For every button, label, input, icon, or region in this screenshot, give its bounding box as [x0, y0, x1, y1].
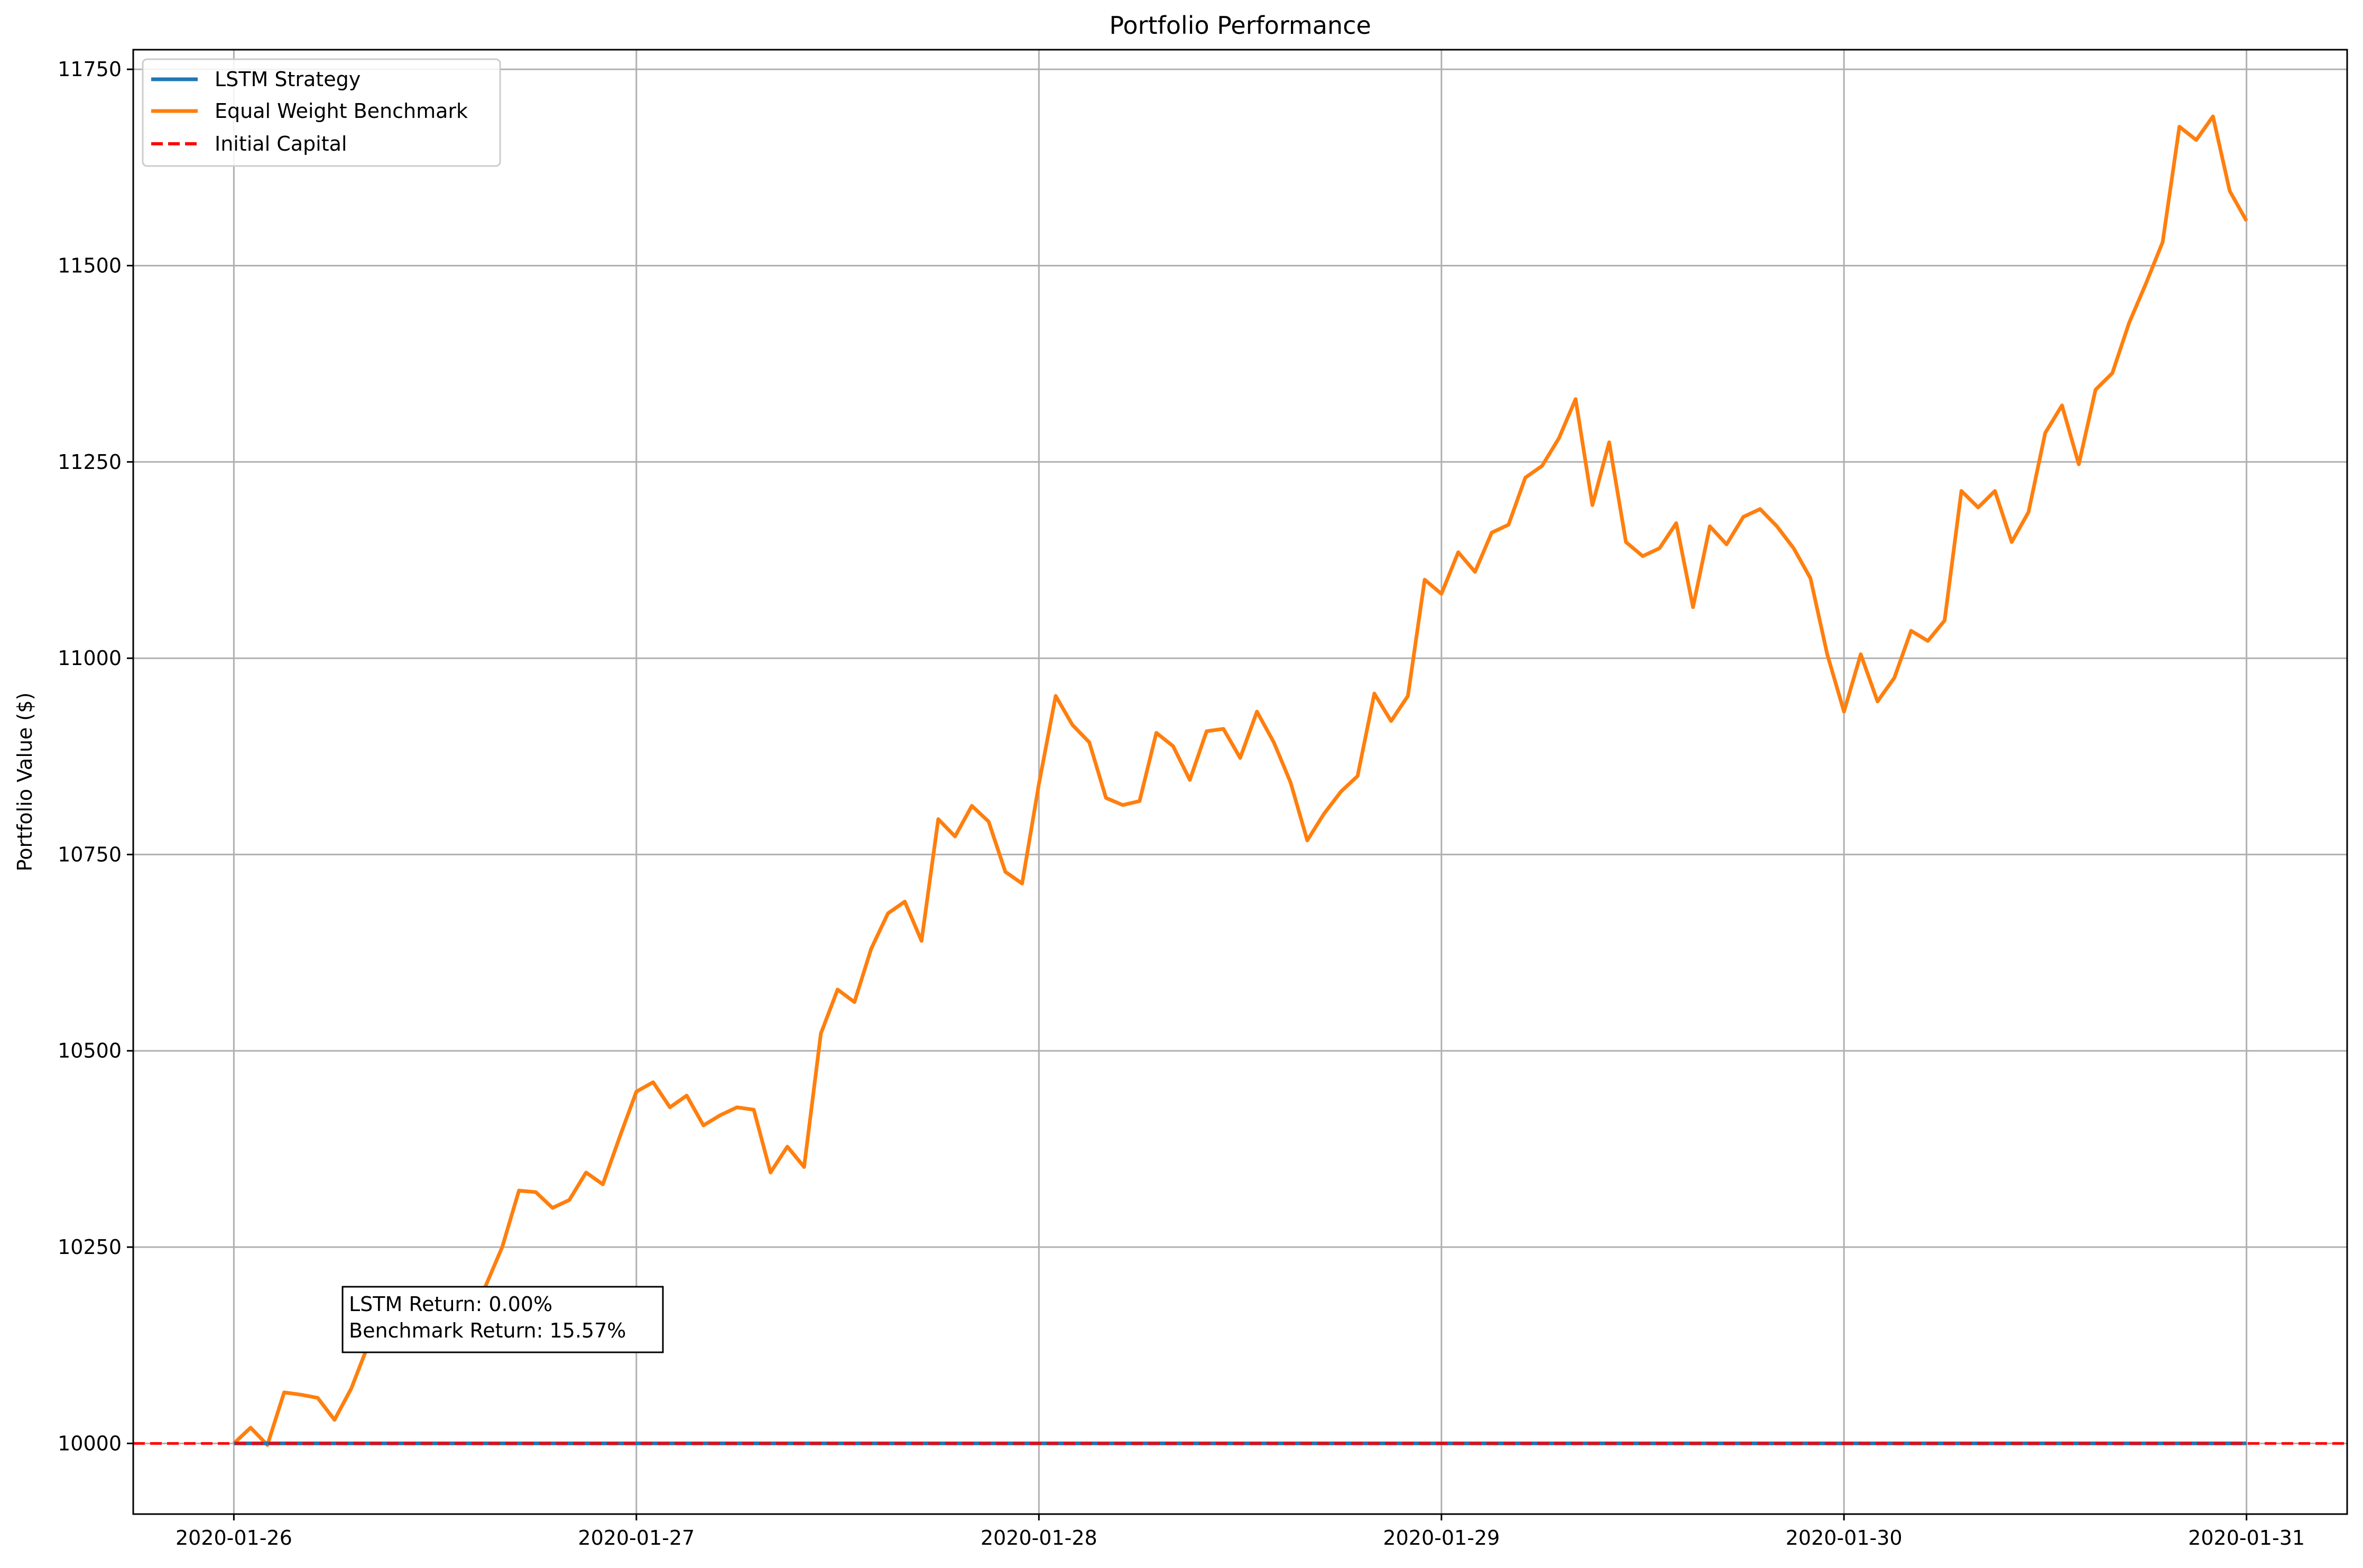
x-tick-label: 2020-01-27: [578, 1526, 695, 1549]
return-annotation: LSTM Return: 0.00% Benchmark Return: 15.…: [341, 1286, 664, 1353]
x-tick-label: 2020-01-28: [981, 1526, 1097, 1549]
y-tick-label: 10750: [58, 843, 122, 866]
plot-frame: [132, 49, 2348, 1515]
y-axis-title: Portfolio Value ($): [13, 693, 36, 872]
legend-label-initial-capital: Initial Capital: [215, 132, 347, 155]
y-tick-label: 11750: [58, 58, 122, 81]
ticks: 2020-01-26 2020-01-27 2020-01-28 2020-01-29…: [58, 58, 2305, 1549]
annotation-benchmark-return: Benchmark Return: 15.57%: [349, 1319, 626, 1342]
annotation-box: [341, 1286, 664, 1353]
y-tick-label: 11000: [58, 647, 122, 670]
legend-label-equal-weight-benchmark: Equal Weight Benchmark: [215, 99, 468, 123]
x-tick-label: 2020-01-30: [1786, 1526, 1903, 1549]
legend-label-lstm-strategy: LSTM Strategy: [215, 68, 361, 91]
x-tick-label: 2020-01-31: [2188, 1526, 2305, 1549]
x-tick-label: 2020-01-26: [176, 1526, 292, 1549]
y-tick-label: 10250: [58, 1235, 122, 1259]
chart-title: Portfolio Performance: [1109, 11, 1371, 40]
series-layer: [133, 114, 2347, 1447]
legend: LSTM Strategy Equal Weight Benchmark Ini…: [142, 58, 501, 167]
y-tick-label: 10500: [58, 1039, 122, 1063]
y-tick-label: 11500: [58, 254, 122, 277]
y-tick-label: 11250: [58, 450, 122, 474]
x-tick-label: 2020-01-29: [1383, 1526, 1500, 1549]
annotation-lstm-return: LSTM Return: 0.00%: [349, 1293, 552, 1316]
y-tick-label: 10000: [58, 1432, 122, 1455]
legend-box: [142, 58, 501, 167]
series-line-equal-weight-benchmark: [233, 114, 2248, 1447]
